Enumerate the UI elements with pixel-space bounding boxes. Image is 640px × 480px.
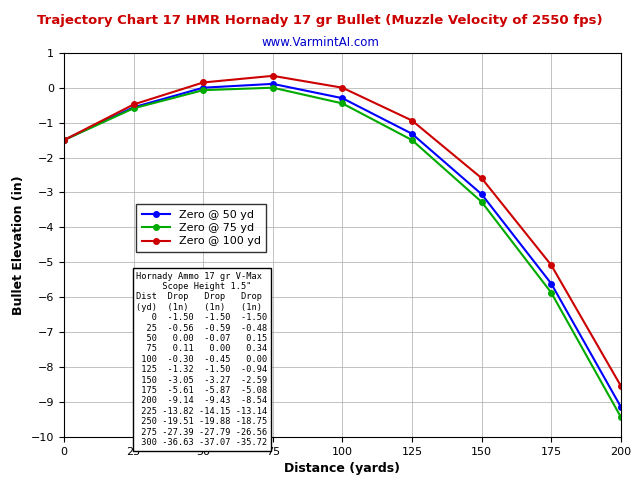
Zero @ 50 yd [408,131,416,137]
Zero @ 50 yd [617,404,625,409]
Zero @ 100 yd [547,262,555,268]
Zero @ 100 yd [269,73,276,79]
Zero @ 50 yd [547,281,555,287]
Line: Zero @ 100 yd: Zero @ 100 yd [61,73,623,389]
Zero @ 75 yd [547,290,555,296]
Zero @ 75 yd [200,87,207,93]
Zero @ 75 yd [408,137,416,143]
Zero @ 50 yd [477,192,485,197]
Zero @ 50 yd [200,85,207,91]
X-axis label: Distance (yards): Distance (yards) [284,462,401,475]
Line: Zero @ 50 yd: Zero @ 50 yd [61,81,623,409]
Zero @ 100 yd [60,137,68,143]
Zero @ 50 yd [60,137,68,143]
Text: www.VarmintAI.com: www.VarmintAI.com [261,36,379,49]
Zero @ 100 yd [130,102,138,108]
Text: Trajectory Chart 17 HMR Hornady 17 gr Bullet (Muzzle Velocity of 2550 fps): Trajectory Chart 17 HMR Hornady 17 gr Bu… [37,14,603,27]
Zero @ 100 yd [477,175,485,181]
Zero @ 50 yd [339,96,346,101]
Zero @ 75 yd [477,199,485,205]
Zero @ 50 yd [130,104,138,110]
Line: Zero @ 75 yd: Zero @ 75 yd [61,85,623,420]
Y-axis label: Bullet Elevation (in): Bullet Elevation (in) [12,175,26,314]
Zero @ 75 yd [60,137,68,143]
Zero @ 75 yd [269,85,276,91]
Legend: Zero @ 50 yd, Zero @ 75 yd, Zero @ 100 yd: Zero @ 50 yd, Zero @ 75 yd, Zero @ 100 y… [136,204,266,252]
Zero @ 50 yd [269,81,276,87]
Zero @ 75 yd [617,414,625,420]
Zero @ 100 yd [408,118,416,123]
Zero @ 100 yd [339,85,346,91]
Zero @ 100 yd [200,80,207,85]
Zero @ 75 yd [339,100,346,106]
Zero @ 75 yd [130,106,138,111]
Text: Hornady Ammo 17 gr V-Max
     Scope Height 1.5"
Dist  Drop   Drop   Drop
(yd)  (: Hornady Ammo 17 gr V-Max Scope Height 1.… [136,272,268,447]
Zero @ 100 yd [617,383,625,389]
